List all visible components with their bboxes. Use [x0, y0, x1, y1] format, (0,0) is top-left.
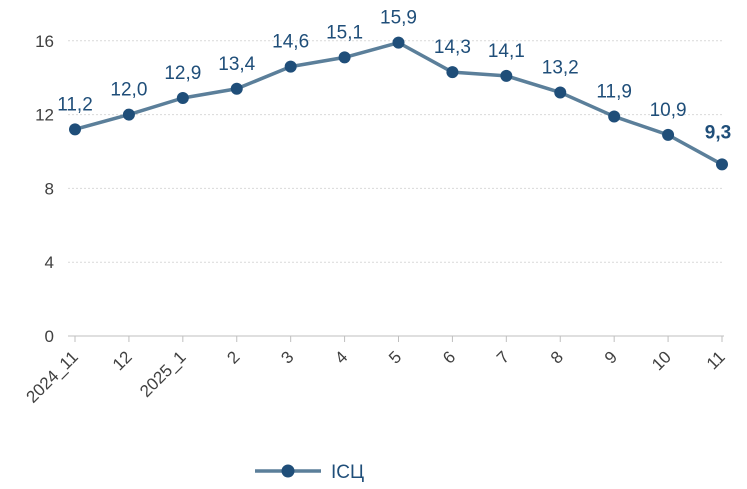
- data-label: 10,9: [650, 100, 687, 121]
- data-label: 15,1: [326, 22, 363, 43]
- legend-marker-swatch: [281, 464, 295, 478]
- data-label: 11,2: [57, 94, 93, 115]
- y-tick-label: 0: [45, 327, 54, 346]
- data-point: [338, 51, 351, 64]
- data-label: 14,3: [434, 37, 471, 58]
- data-label: 14,6: [272, 32, 309, 53]
- x-tick-label: 2: [223, 347, 243, 367]
- data-point: [284, 60, 297, 73]
- x-tick-label: 8: [547, 347, 567, 367]
- x-tick-label: 2024_11: [22, 347, 81, 406]
- x-tick-label: 2025_1: [136, 347, 190, 401]
- x-tick-label: 10: [648, 347, 675, 374]
- x-tick-label: 5: [385, 347, 405, 367]
- data-point: [554, 86, 567, 99]
- data-label: 14,1: [488, 41, 525, 62]
- x-tick-label: 4: [331, 347, 351, 367]
- data-point: [662, 128, 675, 141]
- data-point: [716, 158, 728, 171]
- data-label: 9,3: [705, 122, 731, 143]
- data-point: [446, 66, 459, 79]
- data-point: [230, 82, 243, 95]
- x-tick-label: 7: [493, 347, 513, 367]
- x-tick-label: 9: [601, 347, 621, 367]
- data-point: [608, 110, 621, 123]
- series-line-ics: [74, 40, 723, 166]
- x-tick-label: 6: [439, 347, 459, 367]
- x-tick-label: 3: [277, 347, 297, 367]
- y-tick-label: 4: [45, 253, 54, 272]
- x-axis: 2024_11 12 2025_1 2 3 4 5 6 7 8 9 10 11: [22, 336, 729, 407]
- y-tick-label: 16: [35, 32, 54, 51]
- data-points: [69, 36, 728, 171]
- data-label: 13,2: [542, 57, 579, 78]
- data-point: [69, 123, 81, 136]
- data-labels: 11,2 12,0 12,9 13,4 14,6 15,1 15,9 14,3 14,1 13,2…: [57, 8, 731, 144]
- data-point: [176, 91, 189, 104]
- data-point: [500, 69, 513, 82]
- data-label: 11,9: [596, 81, 632, 102]
- y-axis: 0 4 8 12 16: [35, 32, 54, 346]
- x-tick-label: 11: [703, 347, 729, 373]
- y-tick-label: 8: [45, 179, 54, 198]
- data-label: 13,4: [218, 54, 255, 75]
- x-tick-label: 12: [109, 347, 136, 374]
- y-tick-label: 12: [35, 106, 54, 125]
- data-label: 12,0: [110, 80, 147, 101]
- legend-label: ІСЦ: [331, 462, 364, 483]
- data-point: [392, 36, 405, 49]
- data-point: [122, 108, 135, 121]
- legend: ІСЦ: [255, 462, 364, 483]
- data-label: 12,9: [164, 63, 201, 84]
- data-label: 15,9: [380, 8, 417, 29]
